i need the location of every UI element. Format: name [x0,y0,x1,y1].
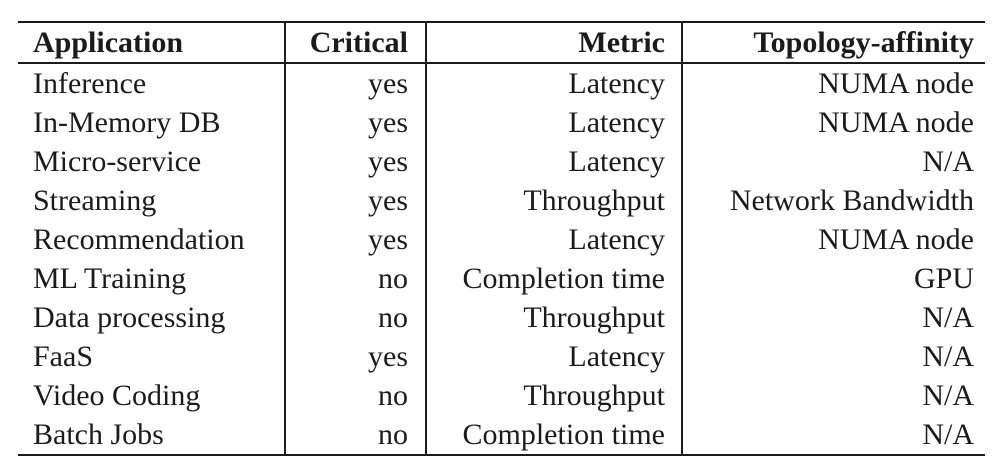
cell-metric: Throughput [426,298,683,337]
cell-critical: yes [285,63,427,103]
cell-application: Inference [18,63,286,103]
column-header-application: Application [18,22,286,64]
table-row: Inference yes Latency NUMA node [18,63,985,103]
header-row: Application Critical Metric Topology-aff… [18,22,985,64]
cell-critical: no [285,298,427,337]
column-header-critical: Critical [285,22,427,64]
table-row: In-Memory DB yes Latency NUMA node [18,103,985,142]
cell-critical: yes [285,337,427,376]
table-row: Streaming yes Throughput Network Bandwidth [18,181,985,220]
cell-critical: no [285,259,427,298]
cell-metric: Latency [426,220,683,259]
cell-application: Recommendation [18,220,286,259]
cell-critical: yes [285,142,427,181]
cell-application: Batch Jobs [18,415,286,455]
cell-topology-affinity: N/A [922,301,974,334]
cell-topology-affinity: Network Bandwidth [729,184,974,217]
column-header-metric: Metric [426,22,683,64]
cell-metric: Completion time [426,259,683,298]
cell-metric: Throughput [426,376,683,415]
table-row: Batch Jobs no Completion time N/A [18,415,985,455]
cell-topology-affinity: N/A [922,418,974,451]
table-row: ML Training no Completion time GPU [18,259,985,298]
cell-critical: yes [285,220,427,259]
cell-metric: Latency [426,103,683,142]
cell-critical: no [285,415,427,455]
table-row: Recommendation yes Latency NUMA node [18,220,985,259]
cell-application: Streaming [18,181,286,220]
cell-application: In-Memory DB [18,103,286,142]
cell-topology-affinity: N/A [922,145,974,178]
application-characteristics-table: Application Critical Metric Topology-aff… [18,21,985,456]
cell-critical: yes [285,181,427,220]
cell-topology-affinity: GPU [913,262,974,295]
cell-topology-affinity: NUMA node [818,223,974,256]
cell-metric: Throughput [426,181,683,220]
cell-application: Micro-service [18,142,286,181]
cell-metric: Latency [426,63,683,103]
cell-critical: yes [285,103,427,142]
table-body: Inference yes Latency NUMA node In-Memory DB… [18,63,985,455]
cell-topology-affinity: NUMA node [818,67,974,100]
cell-topology-affinity: N/A [922,379,974,412]
cell-critical: no [285,376,427,415]
cell-topology-affinity: N/A [922,340,974,373]
cell-application: FaaS [18,337,286,376]
cell-topology-affinity: NUMA node [818,106,974,139]
cell-application: ML Training [18,259,286,298]
cell-application: Video Coding [18,376,286,415]
table-row: Data processing no Throughput N/A [18,298,985,337]
cell-application: Data processing [18,298,286,337]
cell-metric: Latency [426,142,683,181]
table-row: FaaS yes Latency N/A [18,337,985,376]
cell-metric: Latency [426,337,683,376]
column-header-topology-affinity: Topology-affinity [682,22,985,64]
table-row: Video Coding no Throughput N/A [18,376,985,415]
table-row: Micro-service yes Latency N/A [18,142,985,181]
cell-metric: Completion time [426,415,683,455]
